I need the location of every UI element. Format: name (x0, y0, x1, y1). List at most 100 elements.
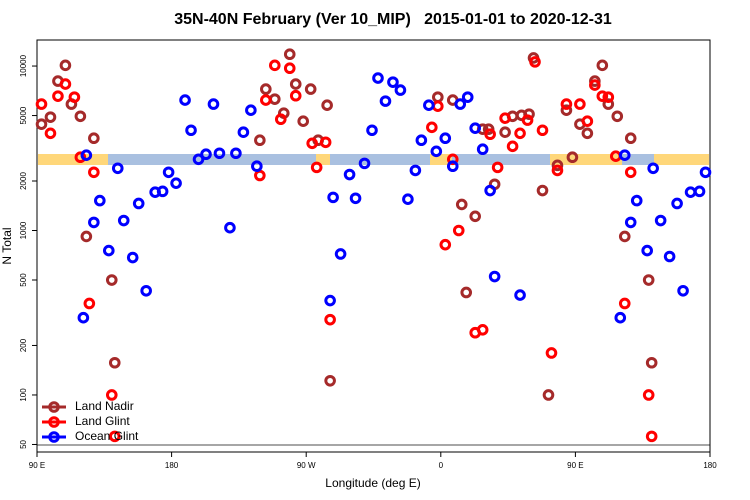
point (476, 324, 489, 336)
y-tick-label: 100 (19, 388, 28, 402)
point (461, 91, 474, 103)
point (551, 159, 564, 172)
point (94, 194, 106, 207)
point (671, 197, 683, 210)
land-band (654, 154, 709, 165)
point (387, 76, 399, 88)
point (589, 79, 601, 91)
plot-frame (36, 39, 711, 453)
point (551, 164, 564, 177)
series-points (77, 72, 712, 324)
point (536, 184, 549, 197)
land-band (316, 154, 330, 165)
point (499, 126, 511, 139)
point (654, 214, 667, 227)
point (476, 143, 489, 156)
point (59, 78, 72, 90)
land-band (38, 154, 108, 165)
point (334, 248, 347, 260)
point (83, 297, 96, 310)
point (88, 166, 100, 179)
y-tick-label: 1000 (19, 221, 28, 239)
point (245, 104, 257, 116)
point (521, 114, 534, 126)
point (663, 250, 676, 263)
point (268, 59, 281, 72)
x-tick-label: 90 E (29, 461, 45, 470)
point (140, 284, 152, 297)
legend-label: Land Nadir (75, 399, 134, 413)
point (126, 251, 139, 264)
point (642, 274, 655, 286)
point (283, 48, 296, 61)
point (415, 134, 428, 147)
point (455, 198, 468, 211)
y-tick-label: 10000 (19, 54, 28, 77)
point (589, 75, 601, 87)
ocean-band (452, 154, 550, 165)
x-tick-label: 0 (439, 461, 444, 470)
point (289, 78, 302, 90)
point (630, 194, 643, 207)
point (684, 186, 697, 198)
point (469, 122, 481, 134)
point (297, 115, 310, 127)
legend-marker (48, 416, 60, 428)
point (484, 184, 496, 197)
point (366, 124, 378, 137)
point (596, 90, 609, 102)
point (618, 230, 631, 243)
point (641, 244, 653, 257)
point (624, 166, 637, 179)
point (251, 160, 263, 173)
point (491, 161, 504, 174)
y-axis-label: N Total (0, 227, 14, 264)
point (618, 297, 631, 310)
y-tick-label: 200 (19, 338, 28, 352)
point (693, 185, 706, 198)
point (343, 168, 356, 181)
point (454, 98, 467, 110)
point (105, 274, 118, 286)
point (80, 230, 93, 243)
point (237, 126, 250, 139)
point (304, 83, 317, 95)
point (260, 94, 272, 106)
ocean-band (330, 154, 430, 165)
point (446, 153, 459, 166)
point (484, 128, 496, 141)
x-tick-label: 180 (165, 461, 179, 470)
point (306, 137, 318, 150)
point (324, 313, 336, 326)
point (409, 164, 422, 177)
point (642, 389, 655, 401)
point (179, 94, 191, 106)
point (310, 161, 323, 174)
point (645, 356, 658, 369)
point (469, 210, 481, 223)
point (402, 193, 414, 206)
point (254, 169, 266, 182)
series-points (35, 48, 658, 401)
y-tick-label: 5000 (19, 106, 28, 124)
point (529, 56, 541, 68)
point (77, 311, 90, 324)
point (566, 151, 579, 164)
point (394, 84, 407, 96)
point (156, 185, 169, 198)
point (560, 104, 573, 116)
land-band (550, 154, 622, 165)
point (274, 113, 287, 126)
chart-title: 35N-40N February (Ver 10_MIP) 2015-01-01… (174, 11, 612, 28)
point (108, 430, 121, 443)
point (319, 136, 332, 149)
point (379, 95, 392, 107)
point (44, 111, 57, 123)
x-tick-label: 90 W (297, 461, 316, 470)
point (677, 284, 689, 297)
x-axis-label: Longitude (deg E) (325, 476, 420, 490)
legend-marker (48, 401, 60, 413)
point (596, 59, 609, 72)
